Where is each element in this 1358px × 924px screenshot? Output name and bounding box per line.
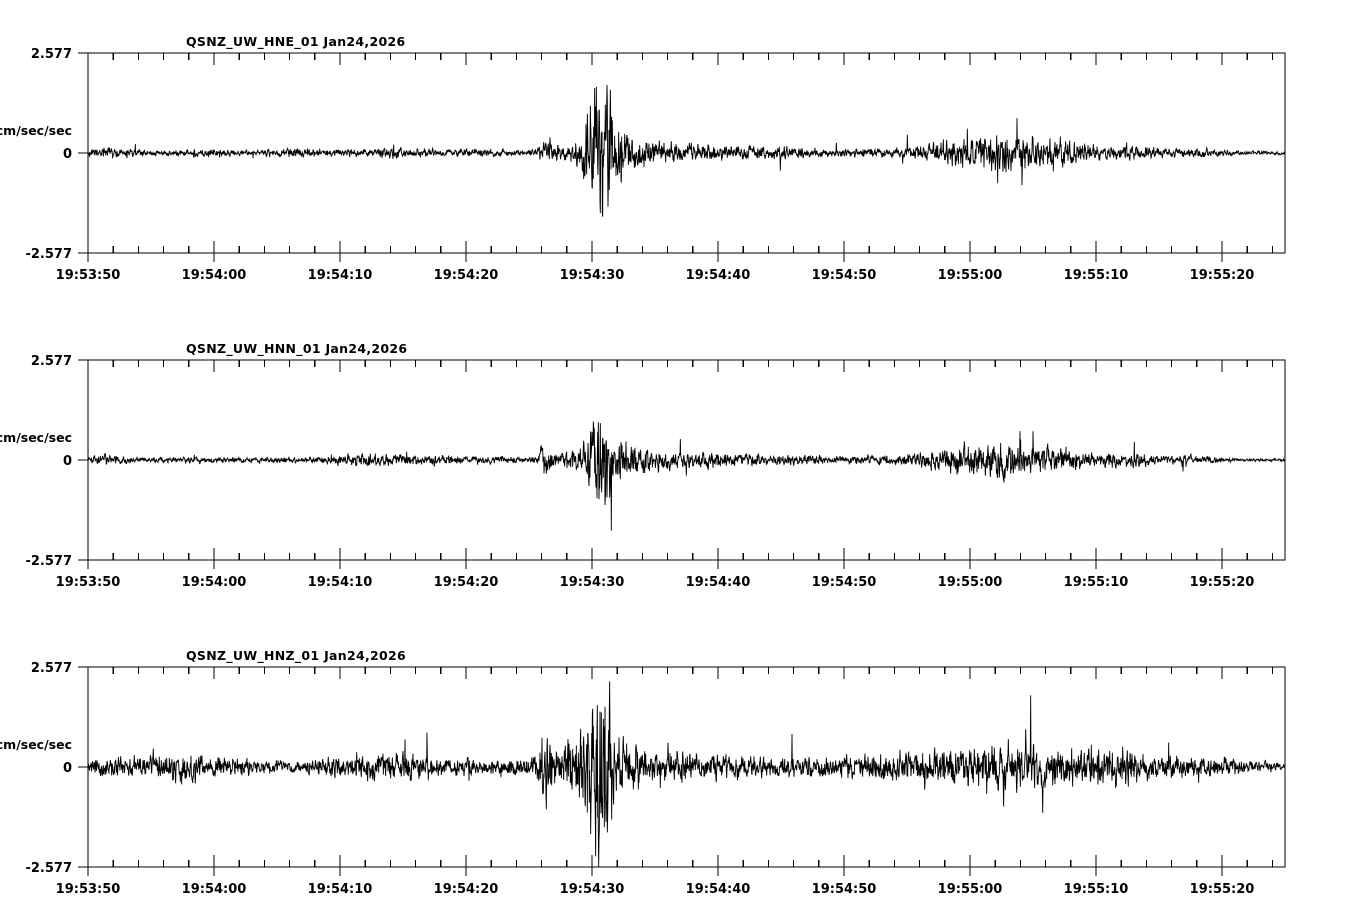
- panel-title: QSNZ_UW_HNE_01 Jan24,2026: [186, 34, 405, 50]
- x-tick-label: 19:54:50: [812, 882, 877, 897]
- x-tick-label: 19:54:40: [686, 575, 751, 590]
- y-tick-label: 0: [63, 147, 72, 162]
- axis-ticks: [78, 359, 1274, 569]
- seismogram-panel-hnz: 2.577 0 -2.577 cm/sec/sec 19:53:50 19:54:00 19…: [0, 614, 1358, 921]
- x-tick-label: 19:54:10: [308, 268, 373, 283]
- x-tick-label: 19:55:20: [1190, 882, 1255, 897]
- x-tick-label: 19:54:20: [434, 575, 499, 590]
- waveform-trace: [88, 421, 1285, 531]
- x-tick-label: 19:54:30: [560, 268, 625, 283]
- x-tick-label: 19:54:40: [686, 882, 751, 897]
- x-tick-label: 19:53:50: [56, 575, 121, 590]
- y-axis-units-label: cm/sec/sec: [0, 430, 72, 445]
- x-tick-label: 19:54:40: [686, 268, 751, 283]
- seismogram-plot-hne: 2.577 0 -2.577 cm/sec/sec 19:53:50 19:54:00 19…: [0, 34, 1286, 283]
- x-tick-label: 19:54:30: [560, 882, 625, 897]
- x-tick-label: 19:55:20: [1190, 268, 1255, 283]
- y-tick-label: 2.577: [31, 47, 72, 62]
- y-tick-label: 2.577: [31, 661, 72, 676]
- axis-ticks: [78, 666, 1274, 876]
- x-tick-label: 19:54:10: [308, 575, 373, 590]
- x-tick-label: 19:55:00: [938, 575, 1003, 590]
- x-tick-label: 19:54:00: [182, 268, 247, 283]
- waveform-trace: [88, 681, 1285, 867]
- x-tick-label: 19:53:50: [56, 268, 121, 283]
- x-tick-label: 19:55:00: [938, 882, 1003, 897]
- x-tick-label: 19:54:00: [182, 882, 247, 897]
- x-tick-label: 19:55:20: [1190, 575, 1255, 590]
- y-tick-label: 0: [63, 761, 72, 776]
- x-tick-label: 19:55:00: [938, 268, 1003, 283]
- x-tick-label: 19:54:20: [434, 268, 499, 283]
- y-tick-label: 0: [63, 454, 72, 469]
- x-tick-label: 19:54:10: [308, 882, 373, 897]
- panel-title: QSNZ_UW_HNN_01 Jan24,2026: [186, 341, 407, 357]
- y-tick-label: -2.577: [25, 247, 72, 262]
- y-tick-label: -2.577: [25, 861, 72, 876]
- axis-ticks: [78, 52, 1274, 262]
- seismogram-plot-hnn: 2.577 0 -2.577 cm/sec/sec 19:53:50 19:54:00 19…: [0, 341, 1286, 590]
- seismogram-panel-hnn: 2.577 0 -2.577 cm/sec/sec 19:53:50 19:54:00 19…: [0, 307, 1358, 614]
- plot-frame: [87, 359, 1286, 561]
- x-tick-label: 19:54:20: [434, 882, 499, 897]
- x-tick-label: 19:54:00: [182, 575, 247, 590]
- y-tick-label: -2.577: [25, 554, 72, 569]
- x-tick-label: 19:55:10: [1064, 882, 1129, 897]
- y-tick-label: 2.577: [31, 354, 72, 369]
- x-tick-label: 19:54:50: [812, 575, 877, 590]
- seismogram-panel-hne: 2.577 0 -2.577 cm/sec/sec 19:53:50 19:54:00 19…: [0, 0, 1358, 307]
- x-tick-label: 19:55:10: [1064, 575, 1129, 590]
- y-axis-units-label: cm/sec/sec: [0, 737, 72, 752]
- seismogram-plot-hnz: 2.577 0 -2.577 cm/sec/sec 19:53:50 19:54:00 19…: [0, 648, 1286, 897]
- panel-title: QSNZ_UW_HNZ_01 Jan24,2026: [186, 648, 406, 664]
- y-axis-units-label: cm/sec/sec: [0, 123, 72, 138]
- waveform-trace: [88, 85, 1285, 217]
- x-tick-label: 19:54:30: [560, 575, 625, 590]
- x-tick-label: 19:54:50: [812, 268, 877, 283]
- x-tick-label: 19:53:50: [56, 882, 121, 897]
- x-tick-label: 19:55:10: [1064, 268, 1129, 283]
